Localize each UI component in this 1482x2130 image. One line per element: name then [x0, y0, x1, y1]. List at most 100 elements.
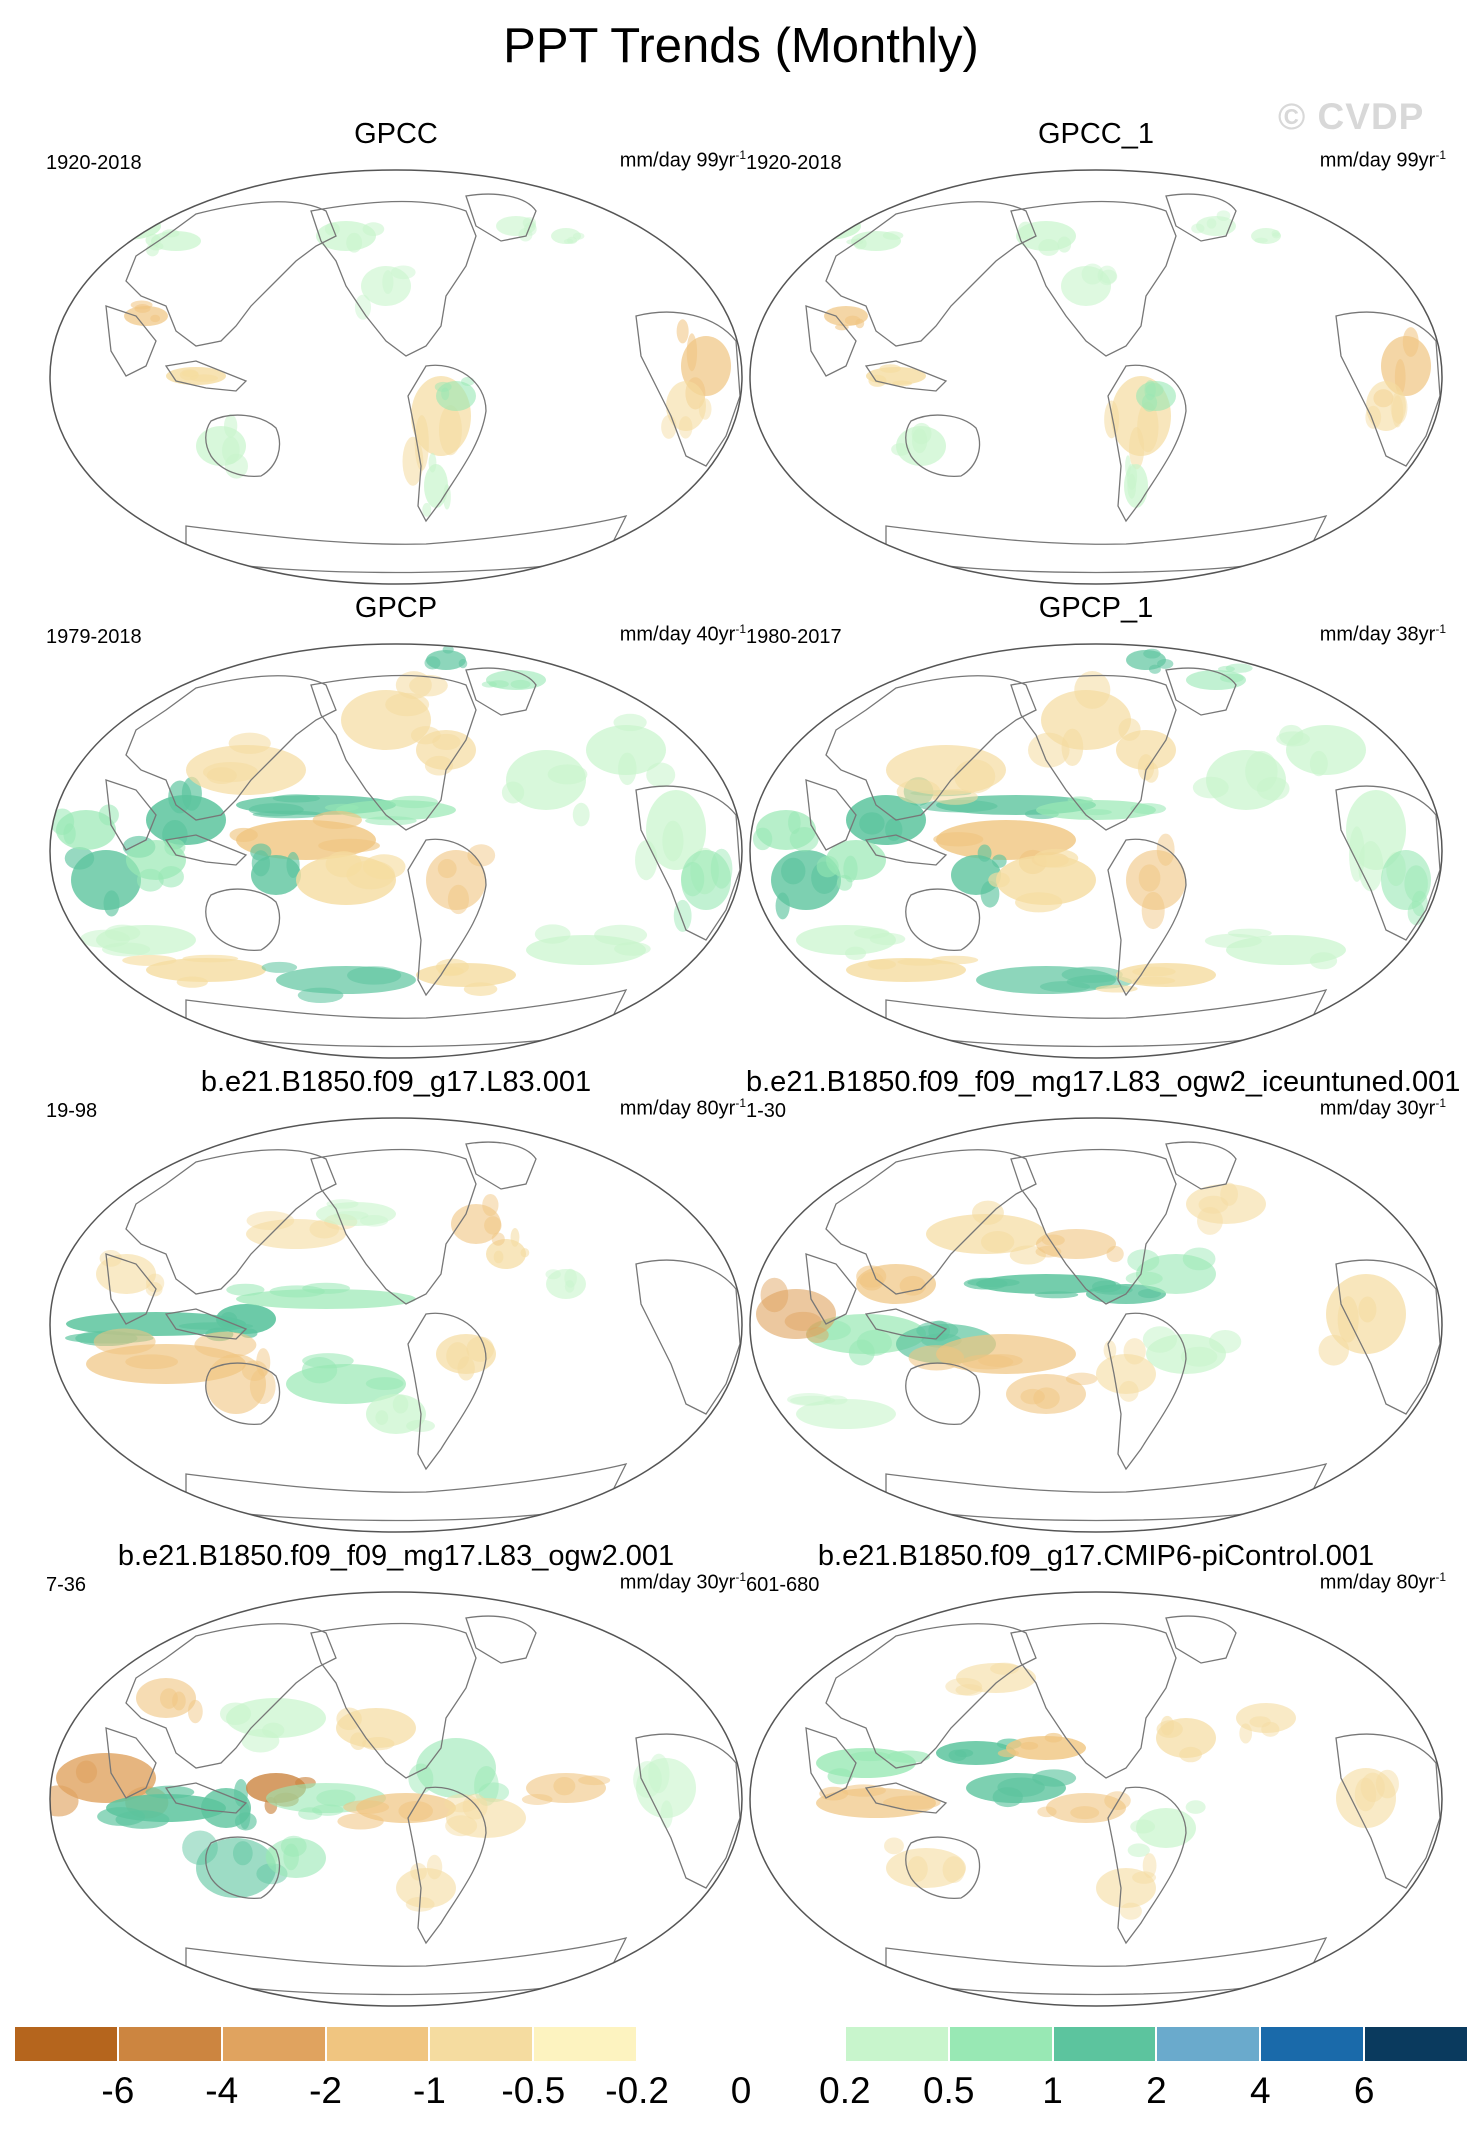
trend-blob [662, 820, 684, 862]
coastline [205, 414, 281, 477]
trend-blob [1123, 1338, 1146, 1365]
trend-blob [96, 1254, 156, 1294]
trend-blob [636, 1758, 696, 1818]
trend-blob [1145, 383, 1164, 397]
colorbar-segment [637, 2026, 742, 2062]
coastline [885, 989, 1328, 1048]
trend-blob [919, 799, 998, 813]
trend-blob [1276, 731, 1310, 747]
trend-blob [428, 452, 437, 473]
trend-blob [1020, 1388, 1045, 1405]
map-border [749, 169, 1443, 585]
world-map [749, 1117, 1443, 1533]
trend-blob [98, 804, 119, 826]
trend-blob [867, 959, 896, 970]
panel-title: b.e21.B1850.f09_g17.L83.001 [200, 1066, 592, 1098]
map-border [49, 643, 743, 1059]
trend-blob [1179, 1746, 1202, 1763]
trend-blob [806, 1327, 829, 1343]
trend-blob [226, 1283, 265, 1296]
coastline [1165, 193, 1237, 242]
trend-blob [826, 840, 886, 880]
panel-period: 1-30 [746, 1100, 787, 1122]
trend-blob [1096, 1354, 1156, 1394]
trend-blob [955, 1684, 983, 1696]
trend-blob [1185, 1800, 1206, 1814]
coastline [105, 779, 157, 851]
trend-blob [1132, 966, 1176, 977]
trend-blob [1218, 665, 1235, 673]
trend-blob [510, 1227, 520, 1247]
trend-blob [232, 1841, 253, 1866]
coastline [310, 1148, 477, 1305]
trend-blob [1272, 232, 1281, 239]
trend-blob [375, 1410, 389, 1425]
coastline [905, 888, 981, 951]
figure-title: PPT Trends (Monthly) [503, 19, 979, 73]
panel-period: 19-98 [46, 1100, 98, 1122]
coastline [905, 414, 981, 477]
trend-blob [899, 1275, 926, 1296]
coastline [825, 201, 1037, 347]
trend-blob [443, 484, 451, 510]
trend-blob [885, 818, 903, 841]
trend-blob [1104, 1791, 1131, 1811]
trend-blob [563, 238, 574, 244]
coastline [310, 200, 477, 357]
trend-blob [302, 1282, 351, 1294]
trend-blob [926, 1214, 1046, 1254]
trend-blob [553, 1776, 576, 1796]
trend-blob [1020, 1741, 1039, 1750]
trend-blob [390, 795, 439, 809]
trend-blob [1034, 1291, 1079, 1299]
trend-blob [438, 966, 464, 977]
trend-blob [835, 324, 849, 331]
trend-blob [424, 656, 441, 670]
trend-blob [478, 1782, 510, 1803]
trend-blob [1119, 1902, 1142, 1920]
colorbar-tick-label: -4 [205, 2070, 239, 2111]
trend-blob [791, 212, 861, 240]
trend-shading [805, 1615, 1441, 1996]
colorbar [14, 2026, 1469, 2062]
trend-blob [967, 1278, 1020, 1287]
map-border [49, 169, 743, 585]
trend-blob [1081, 263, 1104, 285]
trend-blob [283, 1843, 299, 1871]
trend-blob [222, 436, 240, 465]
trend-blob [350, 1732, 367, 1751]
trend-blob [1375, 1769, 1399, 1799]
panel-title: b.e21.B1850.f09_f09_mg17.L83_ogw2_iceunt… [746, 1066, 1461, 1098]
trend-blob [445, 1815, 478, 1837]
trend-blob [1216, 210, 1231, 221]
map-border [749, 1591, 1443, 2007]
coastline [1107, 838, 1187, 997]
trend-blob [1142, 1326, 1178, 1353]
trend-blob [1136, 381, 1176, 411]
trend-blob [392, 1394, 409, 1414]
trend-blob [1118, 1380, 1139, 1402]
trend-blob [1038, 239, 1060, 256]
trend-blob [1251, 228, 1281, 244]
panel-units: mm/day 40yr-1 [619, 622, 746, 646]
trend-blob [787, 1393, 831, 1406]
trend-blob [145, 1785, 195, 1799]
coastline [805, 305, 857, 377]
coastline [185, 1463, 628, 1522]
trend-blob [907, 1856, 928, 1882]
coastline [105, 1253, 157, 1325]
trend-blob [1041, 690, 1131, 750]
trend-blob [409, 674, 448, 697]
coastline [1107, 364, 1187, 523]
trend-blob [1097, 265, 1117, 286]
trend-blob [572, 802, 590, 827]
coastline [905, 1362, 981, 1425]
trend-blob [1136, 1808, 1196, 1848]
trend-blob [788, 811, 801, 835]
trend-blob [1132, 976, 1176, 985]
world-map [749, 1591, 1443, 2007]
coastline [1165, 1141, 1237, 1190]
coastline [407, 838, 487, 997]
trend-shading [752, 648, 1441, 1048]
trend-blob [297, 987, 344, 1003]
